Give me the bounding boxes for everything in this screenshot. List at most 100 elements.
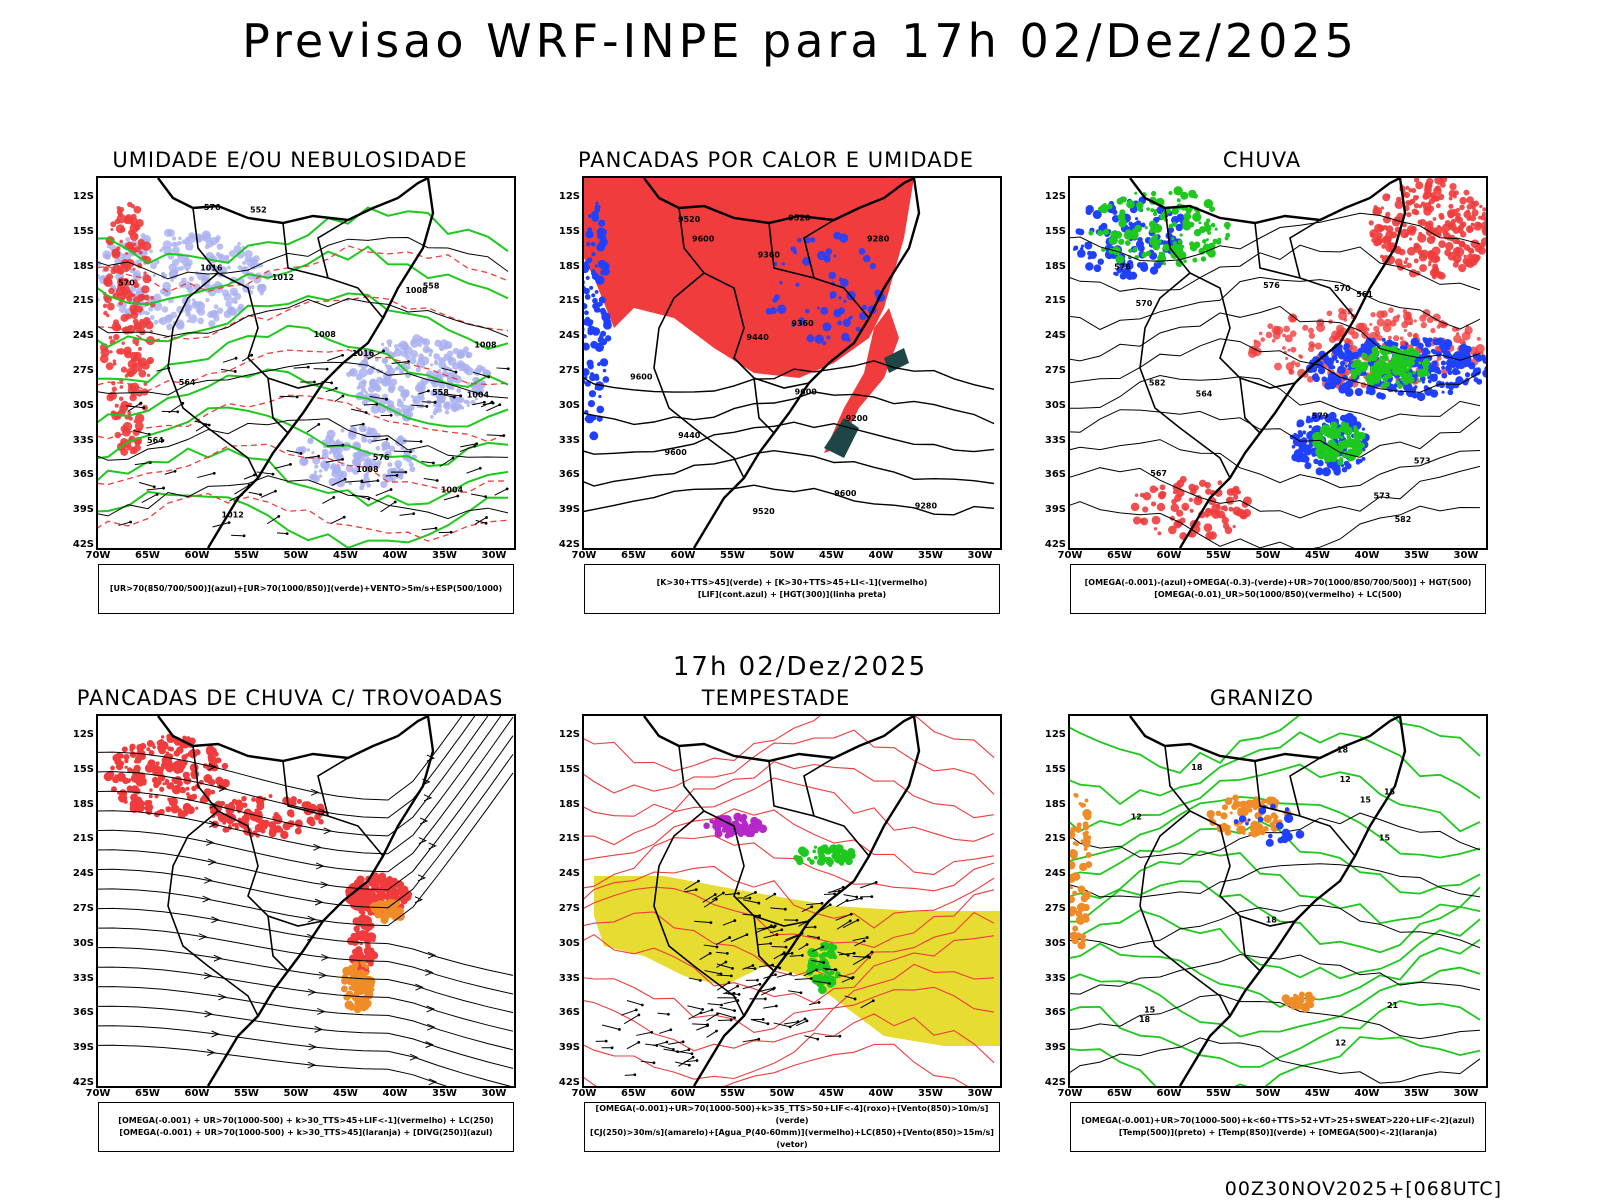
contour-label: 18 <box>1191 763 1203 772</box>
lat-tick-label: 18S <box>1044 798 1066 810</box>
lon-tick-label: 65W <box>1107 550 1132 561</box>
lon-tick-label: 50W <box>769 1088 795 1099</box>
lat-tick-label: 33S <box>72 972 94 984</box>
panel-title: PANCADAS DE CHUVA C/ TROVOADAS <box>76 686 504 710</box>
legend-line: [K>30+TTS>45](verde) + [K>30+TTS>45+LI<-… <box>656 578 928 587</box>
lat-tick-label: 27S <box>558 365 580 376</box>
lon-tick-label: 35W <box>918 1088 943 1099</box>
lon-tick-label: 45W <box>819 1088 844 1099</box>
panel-tempestade: TEMPESTADE 12S 15S 18S 21S 24S 27S 30S 33S 36S 39S… <box>556 686 1002 1156</box>
lat-tick-label: 30S <box>558 399 580 411</box>
lon-tick-label: 55W <box>1206 1088 1231 1099</box>
lon-tick-label: 65W <box>135 1088 160 1099</box>
map-tempestade <box>582 714 1002 1088</box>
contour-label: 1004 <box>441 486 464 495</box>
contour-label: 579 <box>1312 411 1329 420</box>
lat-tick-label: 24S <box>1044 330 1066 342</box>
lon-tick-label: 45W <box>1305 550 1330 561</box>
lon-tick-label: 35W <box>1404 1088 1429 1099</box>
contour-label: 9440 <box>747 333 770 342</box>
contour-label: 15 <box>1144 1006 1156 1015</box>
lat-tick-label: 12S <box>72 191 94 202</box>
lat-tick-label: 24S <box>72 330 94 342</box>
map-canvas: 9600 9600 9600 9600 9600 9520 9520 9440 9440 9360… <box>584 178 995 548</box>
contour-label: 570 <box>1136 299 1153 308</box>
lat-tick-label: 33S <box>72 434 94 446</box>
lat-tick-label: 33S <box>558 434 580 446</box>
lat-tick-label: 21S <box>558 295 580 307</box>
contour-label: 564 <box>179 378 196 387</box>
panel-title: GRANIZO <box>1209 686 1315 710</box>
contour-label: 576 <box>204 203 221 212</box>
lon-tick-label: 30W <box>1453 550 1479 561</box>
contour-label: 567 <box>1150 469 1167 478</box>
lat-tick-label: 27S <box>1044 903 1066 914</box>
panel-title: PANCADAS POR CALOR E UMIDADE <box>577 148 975 172</box>
contour-label: 21 <box>1387 1001 1399 1010</box>
lat-tick-label: 39S <box>558 504 580 516</box>
lat-tick-label: 33S <box>1044 972 1066 984</box>
contour-label: 573 <box>1374 492 1391 501</box>
panel-pancadas-calor: PANCADAS POR CALOR E UMIDADE 12S 15S 18S 21S… <box>556 148 1002 618</box>
lat-tick-label: 12S <box>558 729 580 740</box>
contour-label: 558 <box>432 388 449 397</box>
contour-label: 9280 <box>867 235 890 244</box>
lon-tick-label: 35W <box>918 550 943 561</box>
contour-label: 564 <box>1196 390 1213 399</box>
legend-line: [UR>70(850/700/500)](azul)+[UR>70(1000/8… <box>109 584 503 593</box>
lat-tick-label: 18S <box>72 260 94 272</box>
lat-tick-label: 12S <box>1044 729 1066 740</box>
lon-tick-label: 55W <box>234 550 259 561</box>
legend-line: [OMEGA(-0.01)_UR>50(1000/850)(vermelho) … <box>1154 590 1402 599</box>
lat-tick-label: 18S <box>1044 260 1066 272</box>
lon-tick-label: 50W <box>769 550 795 561</box>
contour-label: 9440 <box>678 431 701 440</box>
panel-title: TEMPESTADE <box>701 686 851 710</box>
lon-tick-label: 55W <box>720 1088 745 1099</box>
contour-label: 12 <box>1131 812 1142 821</box>
lat-tick-label: 30S <box>558 937 580 949</box>
lon-tick-label: 30W <box>967 550 993 561</box>
contour-label: 1008 <box>474 340 497 349</box>
legend-line: [OMEGA(-0.001) + UR>70(1000-500) + k>30_… <box>119 1128 493 1137</box>
lon-tick-label: 70W <box>85 550 111 561</box>
lat-tick-label: 39S <box>1044 504 1066 516</box>
lon-tick-label: 50W <box>283 1088 309 1099</box>
contour-label: 9600 <box>692 235 715 244</box>
contour-label: 564 <box>147 436 164 445</box>
lat-tick-label: 30S <box>72 399 94 411</box>
lon-tick-label: 70W <box>571 1088 597 1099</box>
lon-tick-label: 55W <box>234 1088 259 1099</box>
contour-label: 561 <box>1356 290 1373 299</box>
contour-label: 1016 <box>200 263 223 272</box>
lon-tick-label: 30W <box>481 1088 507 1099</box>
lon-tick-label: 35W <box>432 1088 457 1099</box>
contour-label: 1008 <box>356 465 379 474</box>
legend-line: [OMEGA(-0.001)-(azul)+OMEGA(-0.3)-(verde… <box>1084 578 1472 587</box>
contour-label: 18 <box>1139 1015 1151 1024</box>
lat-tick-label: 18S <box>72 798 94 810</box>
legend-line: [LIF](cont.azul) + [HGT(300)](linha pret… <box>697 590 887 599</box>
lat-tick-label: 21S <box>72 833 94 845</box>
contour-label: 558 <box>423 281 440 290</box>
lon-tick-label: 55W <box>1206 550 1231 561</box>
lon-tick-label: 60W <box>670 1088 696 1099</box>
map-chuva: 582 582 579 576 573 570 567 564 561 576 570 573 <box>1068 176 1488 550</box>
lon-tick-label: 60W <box>670 550 696 561</box>
lat-tick-label: 36S <box>72 469 94 481</box>
lat-tick-label: 18S <box>558 260 580 272</box>
lat-tick-label: 15S <box>1044 225 1066 237</box>
lon-tick-label: 35W <box>1404 550 1429 561</box>
contour-label: 9200 <box>846 414 869 423</box>
contour-label: 15 <box>1384 787 1396 796</box>
lat-tick-label: 24S <box>558 868 580 880</box>
lon-tick-label: 65W <box>621 550 646 561</box>
panel-title: CHUVA <box>1222 148 1302 172</box>
lon-tick-label: 65W <box>621 1088 646 1099</box>
lat-tick-label: 15S <box>558 225 580 237</box>
map-canvas <box>584 716 1000 1086</box>
legend-line: [OMEGA(-0.001)+UR>70(1000-500)+k<60+TTS>… <box>1081 1116 1475 1125</box>
legend-line: [CJ(250)>30m/s](amarelo)+[Agua_P(40-60mm… <box>590 1128 994 1149</box>
lat-tick-label: 21S <box>72 295 94 307</box>
